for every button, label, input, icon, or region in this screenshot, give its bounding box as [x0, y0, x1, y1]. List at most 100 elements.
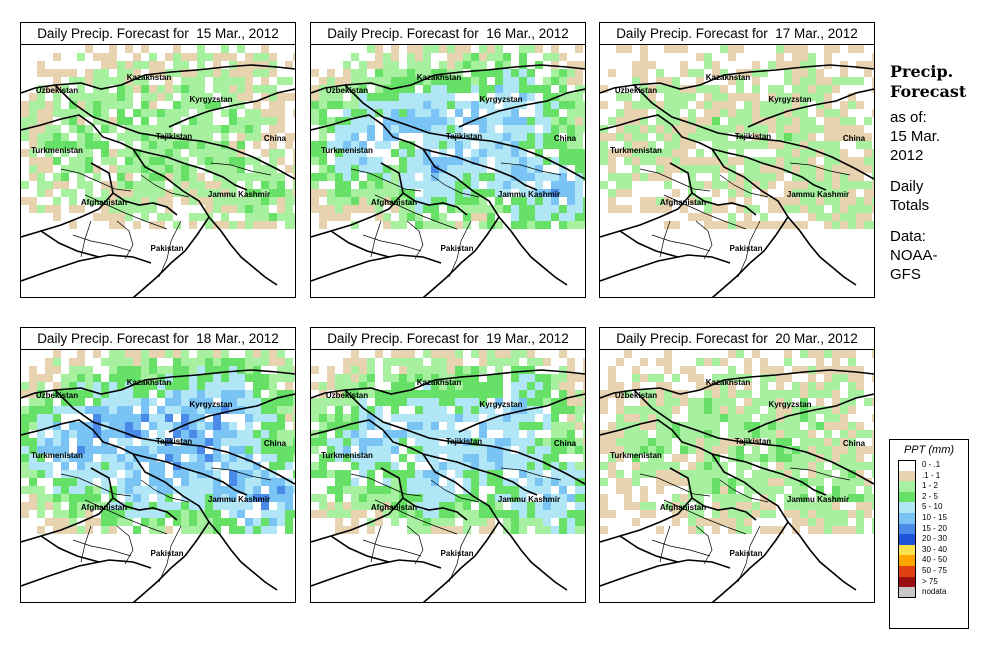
precip-cell [285, 438, 293, 446]
precip-cell [784, 133, 792, 141]
precip-cell [575, 149, 583, 157]
precip-cell [624, 93, 632, 101]
precip-cell [535, 406, 543, 414]
precip-cell [407, 358, 415, 366]
precip-cell [311, 157, 319, 165]
precip-cell [567, 61, 575, 69]
precip-cell [415, 157, 423, 165]
legend-label: 50 - 75 [922, 565, 947, 575]
precip-cell [832, 462, 840, 470]
precip-cell [391, 430, 399, 438]
precip-cell [800, 157, 808, 165]
precip-cell [672, 109, 680, 117]
precip-cell [141, 358, 149, 366]
precip-cell [221, 486, 229, 494]
precip-cell [816, 125, 824, 133]
precip-cell [93, 213, 101, 221]
country-border [711, 262, 751, 297]
precip-cell [45, 125, 53, 133]
precip-cell [261, 406, 269, 414]
precip-cell [109, 374, 117, 382]
precip-cell [69, 486, 77, 494]
precip-cell [221, 350, 229, 358]
precip-cell [391, 77, 399, 85]
precip-cell [125, 510, 133, 518]
precip-cell [45, 141, 53, 149]
precip-cell [423, 61, 431, 69]
precip-cell [383, 366, 391, 374]
place-label-pakistan: Pakistan [151, 549, 184, 558]
precip-cell [559, 486, 567, 494]
precip-cell [141, 125, 149, 133]
precip-cell [261, 133, 269, 141]
precip-cell [511, 390, 519, 398]
precip-cell [85, 45, 93, 53]
precip-cell [21, 486, 29, 494]
precip-cell [744, 125, 752, 133]
precip-cell [511, 478, 519, 486]
precip-cell [712, 462, 720, 470]
precip-cell [189, 165, 197, 173]
precip-cell [37, 374, 45, 382]
precip-cell [375, 462, 383, 470]
precip-cell [648, 157, 656, 165]
precip-cell [768, 101, 776, 109]
precip-cell [117, 77, 125, 85]
precip-cell [624, 494, 632, 502]
precip-cell [367, 109, 375, 117]
country-border [21, 254, 152, 282]
precip-cell [519, 213, 527, 221]
precip-cell [439, 197, 447, 205]
precip-cell [439, 117, 447, 125]
precip-cell [792, 454, 800, 462]
precip-cell [29, 478, 37, 486]
precip-cell [173, 221, 181, 229]
precip-cell [343, 486, 351, 494]
precip-cell [551, 205, 559, 213]
precip-cell [864, 149, 872, 157]
precip-cell [664, 462, 672, 470]
precip-cell [511, 366, 519, 374]
precip-cell [93, 133, 101, 141]
precip-cell [439, 502, 447, 510]
precip-cell [664, 406, 672, 414]
precip-cell [311, 462, 319, 470]
place-label-uzbekistan: Uzbekistan [615, 86, 657, 95]
precip-cell [768, 181, 776, 189]
precip-cell [293, 181, 295, 189]
precip-cell [808, 518, 816, 526]
precip-cell [808, 133, 816, 141]
precip-cell [696, 125, 704, 133]
precip-cell [285, 414, 293, 422]
precip-cell [269, 382, 277, 390]
precip-cell [744, 366, 752, 374]
precip-cell [181, 53, 189, 61]
precip-cell [157, 486, 165, 494]
precip-cell [343, 510, 351, 518]
precip-cell [535, 117, 543, 125]
precip-cell [696, 382, 704, 390]
precip-cell [237, 462, 245, 470]
precip-cell [672, 157, 680, 165]
precip-cell [311, 510, 319, 518]
precip-cell [77, 133, 85, 141]
precip-cell [125, 205, 133, 213]
precip-cell [535, 165, 543, 173]
precip-cell [375, 438, 383, 446]
precip-cell [776, 414, 784, 422]
precip-cell [559, 374, 567, 382]
precip-cell [197, 438, 205, 446]
precip-cell [261, 358, 269, 366]
precip-cell [463, 165, 471, 173]
precip-cell [205, 149, 213, 157]
precip-cell [567, 526, 575, 534]
precip-cell [431, 438, 439, 446]
precip-cell [455, 366, 463, 374]
precip-cell [311, 205, 319, 213]
precip-cell [359, 77, 367, 85]
precip-cell [141, 189, 149, 197]
precip-cell [848, 77, 856, 85]
precip-cell [29, 125, 37, 133]
precip-cell [261, 45, 269, 53]
precip-cell [527, 478, 535, 486]
